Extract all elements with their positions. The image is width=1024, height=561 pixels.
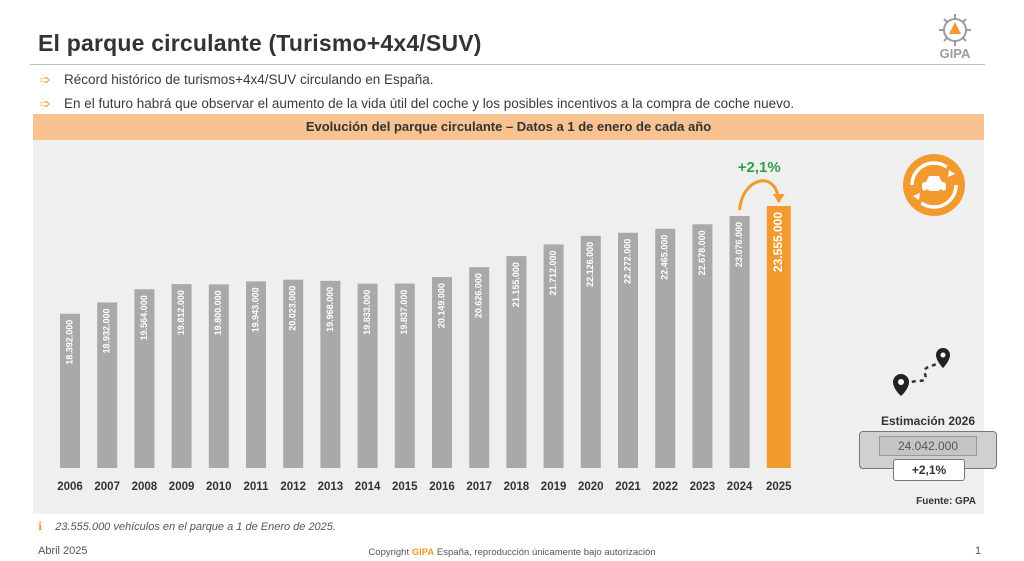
slide-title: El parque circulante (Turismo+4x4/SUV) <box>38 30 482 56</box>
data-label-2022: 22.465.000 <box>660 235 670 280</box>
growth-arrow-head <box>772 194 785 203</box>
bar-2010 <box>208 284 229 468</box>
data-label-2009: 19.812.000 <box>176 290 186 335</box>
tick-label-2010: 2010 <box>206 481 232 493</box>
bar-2009 <box>171 284 192 468</box>
bar-2021 <box>618 232 638 468</box>
estimation-value: 24.042.000 <box>879 436 977 456</box>
data-label-2024: 23.076.000 <box>734 222 744 267</box>
chevron-bullet-icon: ➩ <box>40 72 51 87</box>
bullet-list: ➩ Récord histórico de turismos+4x4/SUV c… <box>38 68 978 116</box>
copyright-prefix: Copyright <box>368 547 412 558</box>
bar-2025 <box>766 206 791 468</box>
data-label-2017: 20.626.000 <box>474 273 484 318</box>
data-label-2019: 21.712.000 <box>548 250 558 295</box>
footer-copyright: Copyright GIPA España, reproducción únic… <box>0 547 1024 558</box>
growth-annotation: +2,1% <box>738 159 781 176</box>
bar-2013 <box>320 280 341 468</box>
footnote-info-icon: ℹ <box>38 521 43 533</box>
copyright-brand: GIPA <box>411 547 435 558</box>
bar-2015 <box>394 283 415 468</box>
tick-label-2018: 2018 <box>504 481 530 493</box>
gipa-logo: GIPA <box>939 14 971 61</box>
route-pin-icon <box>893 348 950 396</box>
tick-label-2012: 2012 <box>280 481 306 493</box>
estimation-card: Estimación 2026 24.042.000 +2,1% <box>853 348 1003 494</box>
bar-2008 <box>134 289 155 468</box>
bar-2019 <box>543 244 564 468</box>
page-number: 1 <box>975 545 982 557</box>
tick-label-2007: 2007 <box>94 481 120 493</box>
footer-date: Abril 2025 <box>38 545 88 557</box>
bar-2006 <box>60 313 80 468</box>
bar-2022 <box>655 228 676 468</box>
bar-2017 <box>469 267 490 468</box>
bar-2016 <box>432 277 452 468</box>
data-label-2007: 18.932.000 <box>102 308 112 353</box>
tick-label-2014: 2014 <box>355 481 381 493</box>
data-label-2025: 23.555.000 <box>771 212 785 272</box>
data-label-2010: 19.800.000 <box>213 290 223 335</box>
estimation-growth: +2,1% <box>893 459 965 481</box>
tick-label-2022: 2022 <box>652 481 678 493</box>
bullet-text: Récord histórico de turismos+4x4/SUV cir… <box>64 72 434 87</box>
tick-label-2015: 2015 <box>392 481 418 493</box>
chart-banner: Evolución del parque circulante – Datos … <box>33 114 984 140</box>
bullet-item: ➩ En el futuro habrá que observar el aum… <box>38 92 978 116</box>
data-label-2012: 20.023.000 <box>288 286 298 331</box>
bar-2023 <box>692 224 713 468</box>
tick-label-2009: 2009 <box>169 481 195 493</box>
data-label-2008: 19.564.000 <box>139 295 149 340</box>
tick-label-2008: 2008 <box>132 481 158 493</box>
tick-label-2011: 2011 <box>244 481 270 493</box>
logo-text: GIPA <box>940 46 971 61</box>
chevron-bullet-icon: ➩ <box>40 96 51 111</box>
tick-label-2023: 2023 <box>690 481 716 493</box>
data-label-2015: 19.837.000 <box>399 290 409 335</box>
data-label-2021: 22.272.000 <box>622 239 632 284</box>
tick-label-2021: 2021 <box>615 481 641 493</box>
gear-logo-icon <box>939 14 971 46</box>
tick-label-2013: 2013 <box>318 481 344 493</box>
tick-label-2006: 2006 <box>57 481 83 493</box>
data-label-2018: 21.155.000 <box>511 262 521 307</box>
data-label-2011: 19.943.000 <box>250 287 260 332</box>
bar-2011 <box>246 281 266 468</box>
data-label-2013: 19.968.000 <box>325 287 335 332</box>
tick-label-2025: 2025 <box>766 481 792 493</box>
bullet-item: ➩ Récord histórico de turismos+4x4/SUV c… <box>38 68 978 92</box>
copyright-suffix: España, reproducción únicamente bajo aut… <box>434 547 656 558</box>
bar-2020 <box>580 235 601 468</box>
bar-2018 <box>506 256 527 468</box>
tick-label-2016: 2016 <box>429 481 455 493</box>
recycle-car-icon <box>903 154 965 216</box>
data-label-2020: 22.126.000 <box>585 242 595 287</box>
chart-panel: Evolución del parque circulante – Datos … <box>33 114 997 514</box>
bullet-text: En el futuro habrá que observar el aumen… <box>64 96 795 111</box>
data-label-2014: 19.833.000 <box>362 290 372 335</box>
tick-label-2017: 2017 <box>466 481 492 493</box>
bar-2012 <box>283 279 304 468</box>
estimation-label: Estimación 2026 <box>880 414 976 428</box>
footnote-text: 23.555.000 vehículos en el parque a 1 de… <box>55 521 336 533</box>
data-label-2006: 18.392.000 <box>64 320 74 365</box>
tick-label-2024: 2024 <box>727 481 753 493</box>
bar-chart: 18.392.000 2006 18.932.000 2007 19.564.000 20… <box>57 159 792 493</box>
tick-label-2019: 2019 <box>541 481 567 493</box>
data-label-2023: 22.678.000 <box>697 230 707 275</box>
bar-2014 <box>357 283 378 468</box>
bar-2007 <box>97 302 118 468</box>
tick-label-2020: 2020 <box>578 481 604 493</box>
growth-arrow <box>738 179 781 211</box>
footnote: ℹ 23.555.000 vehículos en el parque a 1 … <box>38 520 336 533</box>
source-note: Fuente: GPA <box>916 496 976 507</box>
bar-2024 <box>729 215 750 468</box>
data-label-2016: 20.149.000 <box>436 283 446 328</box>
title-underline <box>30 64 985 65</box>
